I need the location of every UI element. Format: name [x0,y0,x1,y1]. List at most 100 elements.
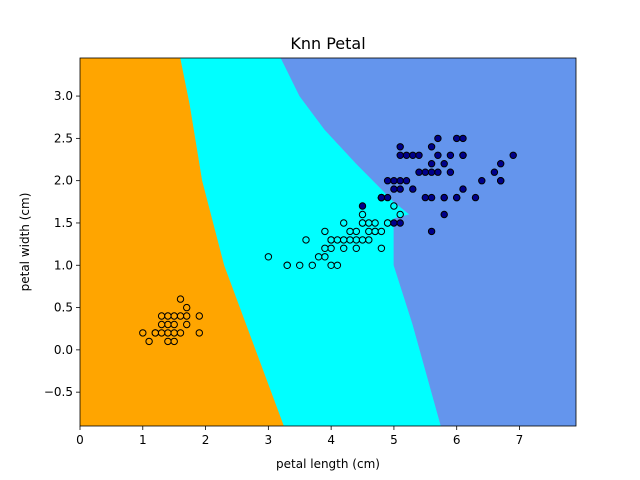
data-point-series-2-14 [396,143,404,151]
data-point-series-2-18 [509,151,517,160]
data-point-series-1-34 [340,236,348,244]
x-axis-label: petal length (cm) [276,457,380,471]
data-point-series-2-2 [446,168,455,176]
x-tick-label: 5 [390,433,398,447]
data-point-series-1-22 [314,253,323,261]
data-point-series-1-20 [377,227,386,236]
data-point-series-0-7 [164,337,172,346]
data-point-series-1-30 [352,244,360,253]
data-point-series-2-40 [434,134,442,143]
y-tick-label: 1.0 [54,258,73,272]
data-point-series-2-29 [459,185,467,193]
data-point-series-0-21 [151,329,160,337]
data-point-series-2-19 [390,219,398,227]
data-point-series-1-31 [365,227,373,236]
data-point-series-1-26 [371,219,379,227]
data-point-series-2-23 [383,193,392,202]
axes-frame [79,57,577,427]
data-point-series-0-13 [139,329,147,337]
data-point-series-1-11 [371,227,379,236]
decision-region-2 [280,58,576,426]
data-point-series-2-33 [427,227,436,236]
decision-regions [80,58,576,426]
data-point-series-0-16 [176,312,185,320]
data-point-series-1-38 [358,236,367,244]
x-tick-label: 1 [139,433,147,447]
data-point-series-2-27 [427,168,436,176]
data-point-series-1-28 [333,236,342,244]
data-point-series-0-22 [164,312,172,320]
data-point-series-1-8 [296,261,304,269]
data-point-series-1-35 [340,244,348,253]
data-point-series-2-7 [471,193,480,202]
data-point-series-2-46 [390,185,398,193]
data-point-series-2-38 [402,177,411,185]
data-point-series-2-20 [434,151,442,160]
y-axis-label: petal width (cm) [18,193,32,292]
data-point-series-2-32 [396,219,404,227]
data-point-series-2-12 [421,168,429,176]
data-point-series-0-20 [195,312,204,320]
data-point-series-0-15 [195,329,204,337]
data-point-series-2-6 [358,202,367,210]
y-tick-label: 2.5 [54,131,73,145]
data-point-series-1-6 [365,236,373,244]
data-point-series-2-44 [440,193,448,202]
data-point-series-1-36 [321,244,329,253]
data-point-series-2-17 [497,160,505,168]
chart-title: Knn Petal [290,34,365,53]
data-point-series-0-14 [183,303,191,312]
data-point-series-2-0 [453,134,461,143]
data-point-series-2-47 [377,193,386,202]
y-tick-label: 0.0 [54,343,73,357]
data-point-series-2-9 [459,134,467,143]
x-tick-label: 0 [76,433,84,447]
data-point-series-2-36 [415,168,423,176]
data-point-series-0-0 [164,329,172,337]
data-points [139,134,517,346]
data-point-series-1-21 [390,202,398,210]
data-point-series-1-19 [383,219,392,227]
x-tick-label: 7 [516,433,524,447]
y-tick-label: 1.5 [54,216,73,230]
x-tick-label: 2 [202,433,210,447]
y-tick-label: 3.0 [54,89,73,103]
data-point-series-1-29 [327,244,335,253]
x-tick-label: 4 [327,433,335,447]
x-tick-label: 6 [453,433,461,447]
data-point-series-1-24 [396,210,404,219]
data-point-series-2-10 [396,177,404,185]
data-point-series-1-33 [346,236,354,244]
data-point-series-2-13 [390,177,398,185]
data-point-series-2-37 [402,151,411,160]
data-point-series-2-39 [415,151,423,160]
data-point-series-0-19 [176,295,185,303]
data-point-series-0-10 [157,312,166,320]
data-point-series-1-40 [377,244,386,253]
data-point-series-2-35 [427,143,436,151]
data-point-series-2-31 [427,160,436,168]
y-axis-ticks: −0.5 0.0 0.5 1.0 1.5 2.0 2.5 3.0 [44,89,80,399]
data-point-series-1-16 [321,253,329,261]
data-point-series-0-12 [170,320,178,329]
y-tick-label: 2.0 [54,174,73,188]
data-point-series-0-5 [170,337,178,346]
data-point-series-0-2 [170,329,178,337]
data-point-series-1-37 [346,227,354,236]
data-point-series-1-13 [352,227,360,236]
data-point-series-0-1 [157,329,166,337]
data-point-series-1-7 [321,227,329,236]
data-point-series-1-39 [283,261,291,269]
data-point-series-2-4 [440,160,448,168]
data-point-series-2-28 [440,210,448,219]
data-point-series-2-11 [409,185,417,193]
data-point-series-2-43 [396,151,404,160]
plot-area: 0 1 2 3 4 5 6 7 −0.5 0.0 0.5 1.0 1.5 2.0 2.5 3.0 [44,57,577,447]
data-point-series-1-32 [264,253,273,261]
data-point-series-2-16 [421,193,429,202]
data-point-series-0-18 [157,320,166,329]
data-point-series-2-1 [396,185,404,193]
data-point-series-2-41 [446,151,455,160]
data-point-series-2-45 [453,193,461,202]
